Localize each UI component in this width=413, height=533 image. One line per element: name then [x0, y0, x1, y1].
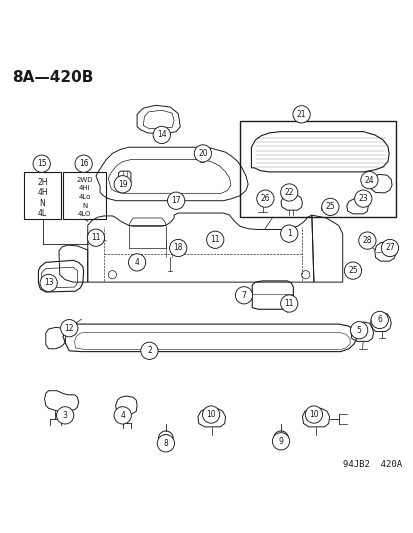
Circle shape — [75, 155, 92, 172]
Circle shape — [358, 232, 375, 249]
Text: 4: 4 — [134, 258, 139, 267]
Text: 25: 25 — [325, 203, 335, 212]
Text: 9: 9 — [278, 437, 283, 446]
Circle shape — [354, 190, 371, 207]
Circle shape — [321, 198, 338, 215]
Circle shape — [114, 407, 131, 424]
Text: 24: 24 — [364, 176, 373, 184]
Circle shape — [167, 192, 184, 209]
Text: 2: 2 — [147, 346, 152, 356]
Text: 28: 28 — [362, 236, 371, 245]
Bar — [63, 172, 106, 219]
Circle shape — [273, 431, 288, 446]
Text: 25: 25 — [347, 266, 357, 275]
Text: 2WD: 2WD — [76, 177, 93, 183]
Text: 27: 27 — [384, 244, 394, 253]
Bar — [239, 120, 395, 217]
Text: 20: 20 — [197, 149, 207, 158]
Circle shape — [280, 295, 297, 312]
Circle shape — [360, 172, 377, 189]
Circle shape — [256, 190, 273, 207]
Circle shape — [169, 239, 186, 256]
Text: 23: 23 — [358, 194, 367, 203]
Text: 8A—420B: 8A—420B — [12, 70, 93, 85]
Text: 6: 6 — [376, 316, 381, 325]
Polygon shape — [88, 213, 313, 282]
Text: 18: 18 — [173, 244, 183, 253]
Circle shape — [140, 342, 158, 359]
Circle shape — [158, 431, 173, 446]
Circle shape — [128, 254, 145, 271]
Circle shape — [60, 320, 78, 337]
Text: 15: 15 — [37, 159, 46, 168]
Circle shape — [280, 225, 297, 242]
Text: 94JB2  420A: 94JB2 420A — [342, 460, 401, 469]
Text: 19: 19 — [118, 180, 127, 189]
Circle shape — [235, 287, 252, 304]
Text: 2H: 2H — [37, 178, 47, 187]
Circle shape — [33, 155, 50, 172]
Text: N: N — [40, 199, 45, 208]
Circle shape — [153, 126, 170, 143]
Circle shape — [272, 433, 289, 450]
Circle shape — [114, 175, 131, 193]
Circle shape — [280, 184, 297, 201]
Text: 10: 10 — [206, 410, 216, 419]
Circle shape — [202, 406, 219, 423]
Circle shape — [194, 145, 211, 162]
Circle shape — [87, 229, 104, 246]
Circle shape — [56, 407, 74, 424]
Text: 11: 11 — [284, 299, 293, 308]
Circle shape — [40, 274, 57, 292]
Circle shape — [350, 321, 367, 339]
Text: 11: 11 — [91, 233, 100, 242]
Circle shape — [370, 311, 387, 329]
Text: 4H: 4H — [37, 188, 48, 197]
Text: 1: 1 — [286, 229, 291, 238]
Text: 4LO: 4LO — [78, 212, 91, 217]
Text: 8: 8 — [163, 439, 168, 448]
Text: 22: 22 — [284, 188, 293, 197]
Text: 13: 13 — [44, 278, 53, 287]
Text: 10: 10 — [309, 410, 318, 419]
Text: 21: 21 — [296, 110, 306, 119]
Circle shape — [292, 106, 309, 123]
Text: 4Lo: 4Lo — [78, 194, 90, 200]
Text: 26: 26 — [260, 194, 270, 203]
Text: 4L: 4L — [38, 209, 47, 218]
Circle shape — [344, 262, 361, 279]
Text: 11: 11 — [210, 235, 219, 244]
Text: 3: 3 — [62, 411, 67, 420]
Circle shape — [304, 406, 322, 423]
Circle shape — [380, 239, 398, 256]
Text: 4Hi: 4Hi — [78, 185, 90, 191]
Text: 4: 4 — [120, 411, 125, 420]
Text: 5: 5 — [356, 326, 361, 335]
Text: 12: 12 — [64, 324, 74, 333]
Text: N: N — [82, 203, 87, 209]
Text: 16: 16 — [78, 159, 88, 168]
Circle shape — [157, 435, 174, 452]
Text: 17: 17 — [171, 196, 180, 205]
Text: 14: 14 — [157, 131, 166, 140]
Circle shape — [206, 231, 223, 248]
Text: 7: 7 — [241, 291, 246, 300]
Bar — [24, 172, 61, 219]
